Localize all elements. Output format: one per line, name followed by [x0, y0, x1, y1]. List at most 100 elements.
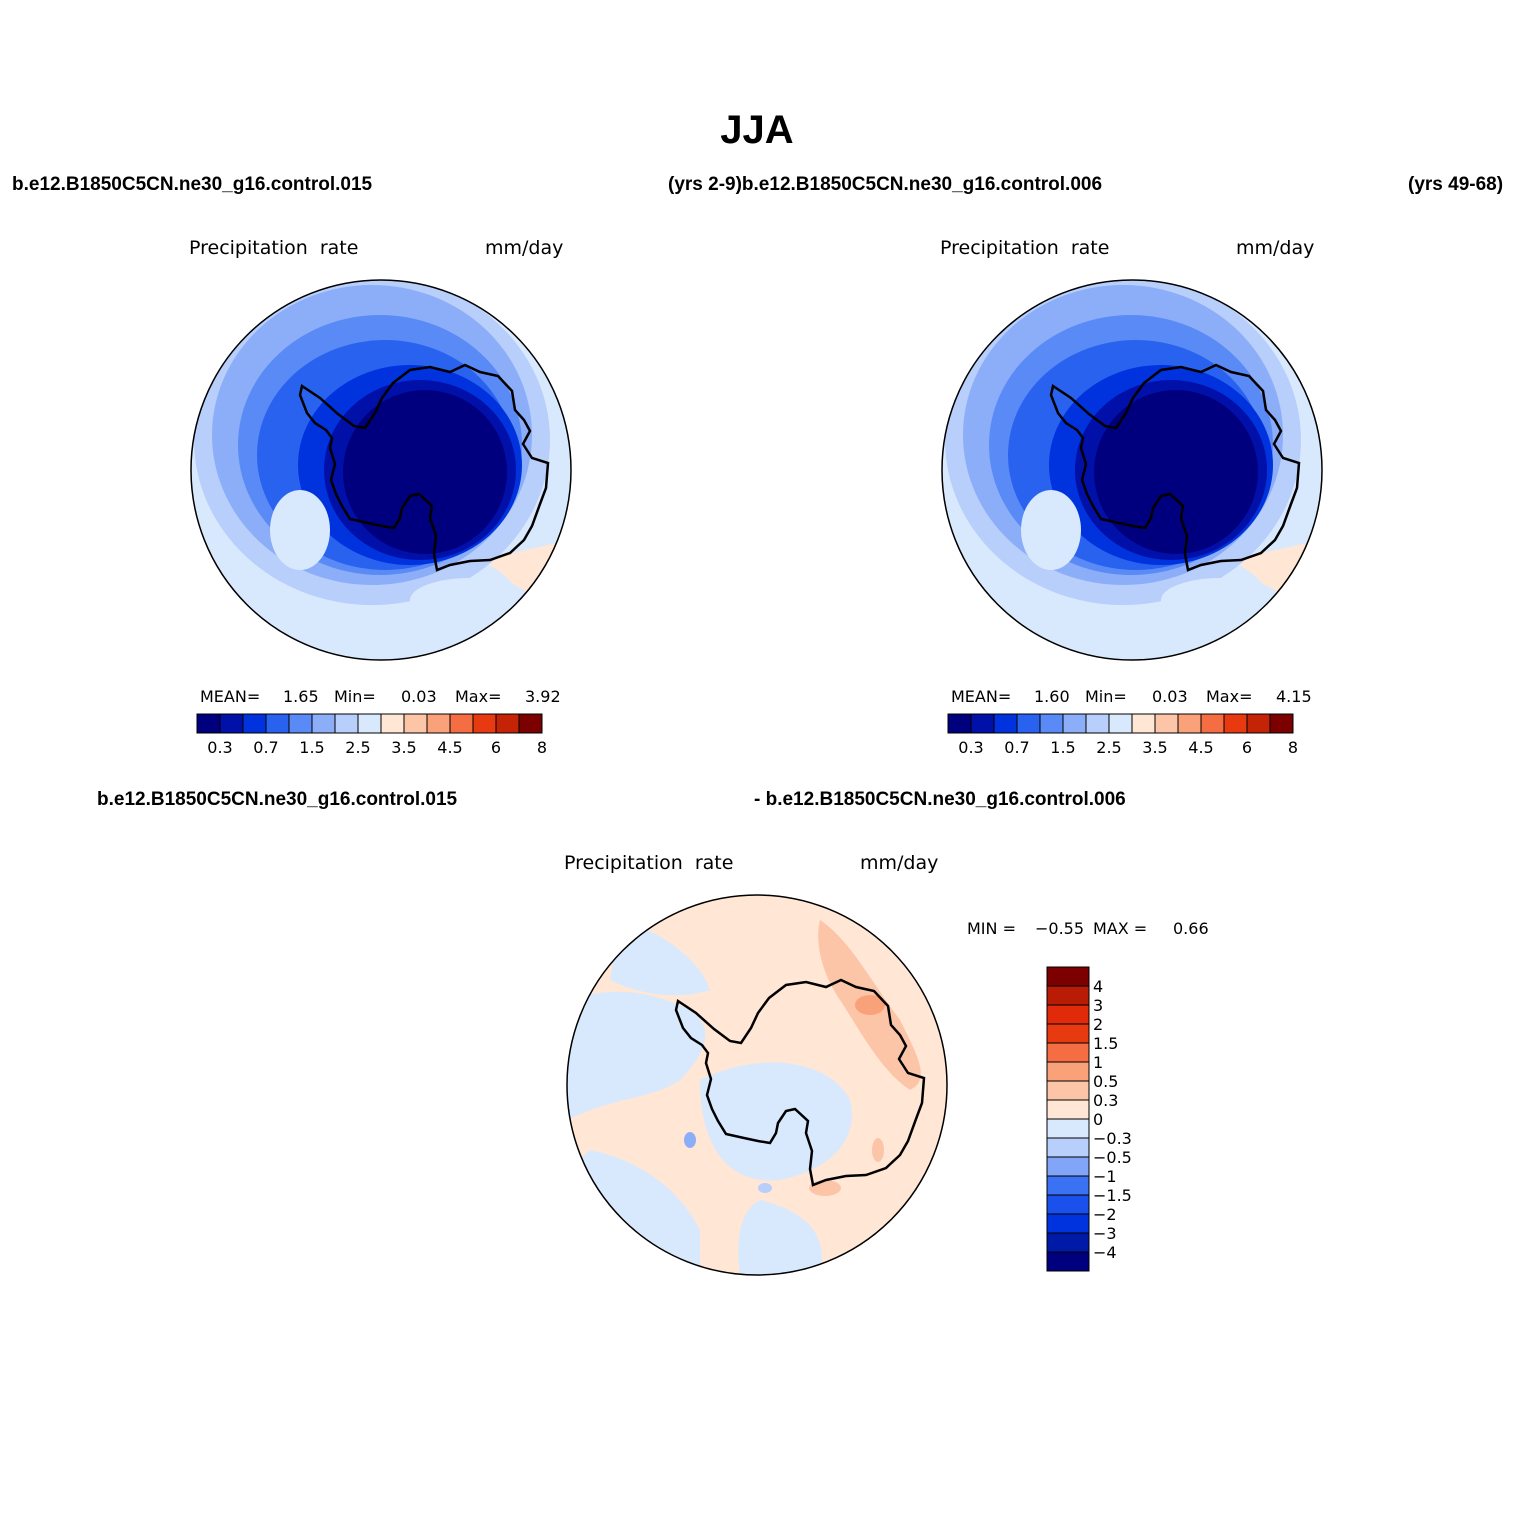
colorbar-tick-label: 3: [1093, 996, 1103, 1015]
colorbar-swatch: [311, 713, 336, 734]
colorbar-tick-label: 3.5: [1142, 738, 1167, 757]
stats-line: MEAN= 1.60 Min= 0.03 Max= 4.15: [951, 687, 1312, 706]
colorbar-swatch: [449, 713, 474, 734]
colorbar-swatch: [1046, 1080, 1090, 1101]
case1-header: b.e12.B1850C5CN.ne30_g16.control.015: [12, 174, 373, 195]
colorbar-swatch: [993, 713, 1018, 734]
colorbar-swatch: [334, 713, 359, 734]
colorbar-tick-label: 0.3: [1093, 1091, 1118, 1110]
colorbar-swatch: [1108, 713, 1133, 734]
colorbar-swatch: [288, 713, 313, 734]
colorbar-swatch: [472, 713, 497, 734]
colorbar-case1: 0.3 0.7 1.5 2.5 3.5 4.5 6 8: [196, 713, 547, 757]
min-label: MIN =: [967, 919, 1016, 938]
colorbar-swatch: [1269, 713, 1294, 734]
colorbar-tick-label: 1.5: [1093, 1034, 1118, 1053]
max-label: Max=: [1206, 687, 1252, 706]
min-label: Min=: [1085, 687, 1127, 706]
colorbar-tick-label: 2.5: [1096, 738, 1121, 757]
colorbar-swatch: [1046, 1118, 1090, 1139]
colorbar-swatch: [219, 713, 244, 734]
colorbar-swatch: [1246, 713, 1271, 734]
max-label: Max=: [455, 687, 501, 706]
colorbar-tick-label: 2.5: [345, 738, 370, 757]
min-value: 0.03: [1152, 687, 1188, 706]
colorbar-tick-label: 4: [1093, 977, 1103, 996]
colorbar-swatch: [1046, 1156, 1090, 1177]
colorbar-tick-label: −1: [1093, 1167, 1117, 1186]
colorbar-swatch: [1046, 1213, 1090, 1234]
diff-header-right: - b.e12.B1850C5CN.ne30_g16.control.006: [754, 789, 1126, 810]
colorbar-swatch: [1046, 1251, 1090, 1272]
polar-map-case1: [191, 280, 571, 660]
colorbar-swatch: [970, 713, 995, 734]
map-border: [190, 279, 572, 661]
colorbar-tick-label: 0.5: [1093, 1072, 1118, 1091]
colorbar-swatch: [426, 713, 451, 734]
colorbar-tick-label: 6: [491, 738, 501, 757]
colorbar-swatch: [1046, 1194, 1090, 1215]
diff-header-left: b.e12.B1850C5CN.ne30_g16.control.015: [97, 789, 458, 810]
colorbar-tick-label: 0.3: [958, 738, 983, 757]
colorbar-swatch: [403, 713, 428, 734]
max-value: 4.15: [1276, 687, 1312, 706]
colorbar-tick-label: 0.7: [253, 738, 278, 757]
mean-label: MEAN=: [951, 687, 1011, 706]
polar-map-difference: [567, 895, 947, 1275]
colorbar-tick-label: −3: [1093, 1224, 1117, 1243]
colorbar-swatch: [1046, 1232, 1090, 1253]
colorbar-swatch: [1016, 713, 1041, 734]
panel-units-label: mm/day: [1236, 237, 1314, 259]
panel-difference: Precipitation rate mm/day MIN = −0.55 MA…: [564, 852, 1209, 1276]
colorbar-tick-label: 4.5: [437, 738, 462, 757]
mean-label: MEAN=: [200, 687, 260, 706]
colorbar-swatch: [1046, 1004, 1090, 1025]
map-border: [941, 279, 1323, 661]
colorbar-swatch: [518, 713, 543, 734]
case2-header: (yrs 2-9)b.e12.B1850C5CN.ne30_g16.contro…: [668, 174, 1102, 195]
colorbar-tick-label: 1: [1093, 1053, 1103, 1072]
panel-variable-label: Precipitation rate: [564, 852, 733, 874]
case2-years: (yrs 49-68): [1408, 174, 1503, 195]
colorbar-tick-label: 0.7: [1004, 738, 1029, 757]
colorbar-tick-label: 8: [1288, 738, 1298, 757]
panel-units-label: mm/day: [485, 237, 563, 259]
colorbar-tick-label: 3.5: [391, 738, 416, 757]
max-value: 0.66: [1173, 919, 1209, 938]
colorbar-swatch: [1046, 1042, 1090, 1063]
colorbar-tick-label: 1.5: [299, 738, 324, 757]
colorbar-swatch: [1046, 966, 1090, 987]
colorbar-swatch: [1154, 713, 1179, 734]
colorbar-swatch: [1062, 713, 1087, 734]
stats-line: MEAN= 1.65 Min= 0.03 Max= 3.92: [200, 687, 561, 706]
colorbar-swatch: [1223, 713, 1248, 734]
min-value: −0.55: [1035, 919, 1084, 938]
diff-stats: MIN = −0.55 MAX = 0.66: [967, 919, 1209, 938]
colorbar-tick-label: −2: [1093, 1205, 1117, 1224]
mean-value: 1.60: [1034, 687, 1070, 706]
min-value: 0.03: [401, 687, 437, 706]
mean-value: 1.65: [283, 687, 319, 706]
colorbar-tick-label: 0: [1093, 1110, 1103, 1129]
colorbar-swatch: [1046, 1137, 1090, 1158]
colorbar-swatch: [1046, 1099, 1090, 1120]
colorbar-swatch: [1085, 713, 1110, 734]
colorbar-swatch: [1131, 713, 1156, 734]
colorbar-swatch: [495, 713, 520, 734]
colorbar-tick-label: −0.3: [1093, 1129, 1132, 1148]
min-label: Min=: [334, 687, 376, 706]
colorbar-tick-label: −1.5: [1093, 1186, 1132, 1205]
panel-case1: Precipitation rate mm/day MEAN= 1.65 Min…: [189, 237, 572, 757]
colorbar-tick-label: 8: [537, 738, 547, 757]
colorbar-case2: 0.3 0.7 1.5 2.5 3.5 4.5 6 8: [947, 713, 1298, 757]
colorbar-swatch: [242, 713, 267, 734]
colorbar-swatch: [1046, 1175, 1090, 1196]
colorbar-swatch: [1177, 713, 1202, 734]
colorbar-swatch: [1200, 713, 1225, 734]
colorbar-tick-label: −0.5: [1093, 1148, 1132, 1167]
colorbar-tick-label: 1.5: [1050, 738, 1075, 757]
colorbar-swatch: [1039, 713, 1064, 734]
max-label: MAX =: [1093, 919, 1147, 938]
